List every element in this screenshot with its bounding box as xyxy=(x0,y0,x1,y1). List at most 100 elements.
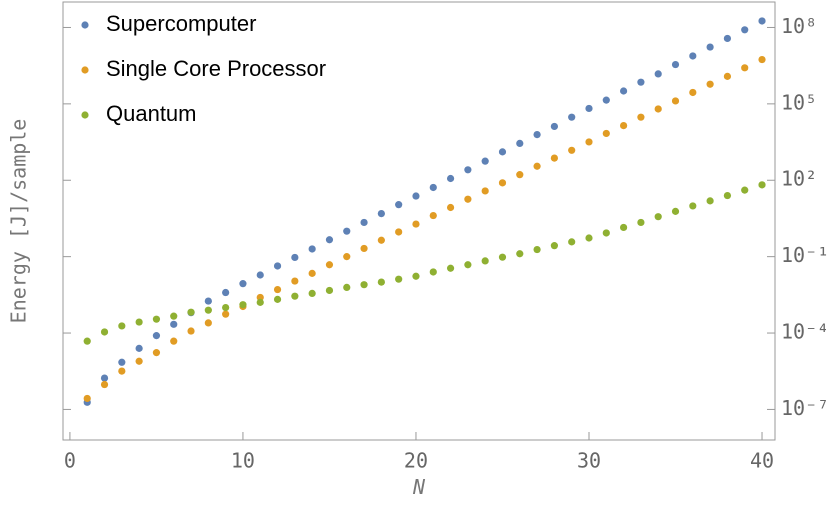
point xyxy=(723,72,732,80)
point xyxy=(723,191,732,200)
point xyxy=(429,183,437,192)
x-tick-label: 0 xyxy=(64,449,76,473)
point xyxy=(118,358,126,366)
point xyxy=(118,367,126,375)
y-tick-label: 10⁻⁷ xyxy=(781,396,829,420)
point xyxy=(204,306,212,314)
x-axis-label: N xyxy=(412,475,426,499)
point xyxy=(429,211,437,220)
point xyxy=(481,187,489,195)
point xyxy=(620,121,628,130)
point xyxy=(498,179,507,187)
point xyxy=(187,308,195,316)
point xyxy=(602,229,610,237)
point xyxy=(706,80,714,88)
point xyxy=(533,245,541,254)
point xyxy=(308,289,316,298)
point xyxy=(170,320,178,328)
point xyxy=(360,281,368,289)
point xyxy=(325,261,334,269)
x-tick-label: 30 xyxy=(577,449,601,473)
point xyxy=(585,138,593,146)
point xyxy=(464,261,472,269)
y-tick-label: 10⁻⁴ xyxy=(781,320,829,344)
point xyxy=(516,250,524,258)
plot-frame xyxy=(62,1,776,441)
point xyxy=(446,203,455,212)
point xyxy=(222,303,230,312)
point xyxy=(533,162,541,170)
point xyxy=(516,139,524,147)
point xyxy=(343,283,351,291)
point xyxy=(550,154,558,162)
point xyxy=(135,318,143,326)
point xyxy=(343,227,351,235)
point xyxy=(308,245,316,253)
point xyxy=(187,327,195,335)
point xyxy=(256,298,264,306)
point xyxy=(741,186,749,194)
point xyxy=(291,253,299,262)
point xyxy=(550,242,558,250)
point xyxy=(412,220,420,228)
point xyxy=(516,171,524,179)
point xyxy=(637,78,645,86)
point xyxy=(446,174,455,183)
legend-label: Single Core Processor xyxy=(106,56,326,81)
point xyxy=(239,301,247,309)
point xyxy=(395,228,403,236)
point xyxy=(273,285,282,294)
y-tick-label: 10⁵ xyxy=(781,90,817,114)
point xyxy=(222,310,230,318)
point xyxy=(689,52,697,60)
point xyxy=(620,223,628,232)
point xyxy=(325,286,334,295)
point xyxy=(637,218,645,227)
point xyxy=(273,295,282,303)
point xyxy=(83,394,91,403)
point xyxy=(204,297,212,305)
point xyxy=(170,312,178,320)
point xyxy=(412,272,420,280)
point xyxy=(585,234,593,242)
point xyxy=(273,262,282,270)
point xyxy=(585,104,593,113)
point xyxy=(568,238,576,246)
point xyxy=(671,60,680,69)
point xyxy=(671,207,680,215)
point xyxy=(360,244,368,253)
legend-marker xyxy=(81,66,89,74)
y-axis-label: Energy [J]/sample xyxy=(7,119,31,324)
point xyxy=(100,328,109,336)
point xyxy=(741,64,749,72)
point xyxy=(550,122,558,131)
point xyxy=(464,166,472,174)
point xyxy=(723,34,732,43)
y-tick-label: 10⁸ xyxy=(781,14,817,38)
point xyxy=(671,97,680,105)
point xyxy=(654,105,662,113)
point xyxy=(118,322,126,330)
point xyxy=(620,87,628,95)
x-tick-label: 10 xyxy=(231,449,255,473)
point xyxy=(706,197,714,205)
legend-marker xyxy=(81,111,89,119)
point xyxy=(256,271,264,279)
point xyxy=(152,315,161,323)
point xyxy=(170,337,178,345)
point xyxy=(758,55,766,64)
point xyxy=(239,280,247,288)
point xyxy=(135,357,143,365)
point xyxy=(325,236,334,244)
point xyxy=(222,288,230,297)
point xyxy=(135,344,143,352)
legend-marker xyxy=(81,21,89,29)
y-tick-label: 10² xyxy=(781,167,817,191)
legend-label: Quantum xyxy=(106,101,197,126)
point xyxy=(152,349,161,357)
point xyxy=(308,269,316,277)
point xyxy=(654,213,662,221)
point xyxy=(446,264,455,272)
point xyxy=(602,129,610,138)
point xyxy=(412,192,420,200)
